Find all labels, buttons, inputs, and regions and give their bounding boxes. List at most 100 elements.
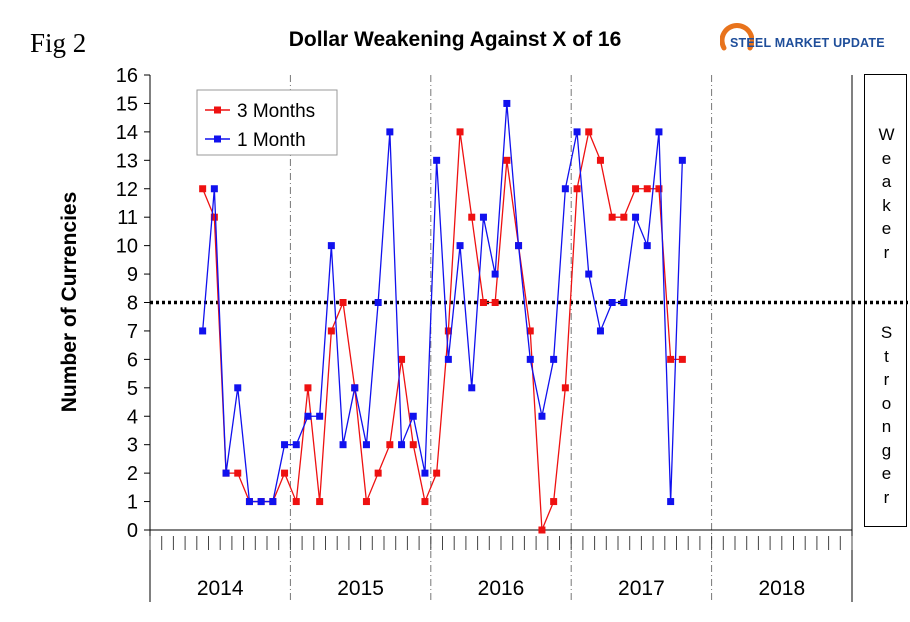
y-tick-label: 9 bbox=[127, 264, 138, 286]
year-grid bbox=[289, 75, 713, 602]
data-point bbox=[585, 128, 593, 136]
data-point bbox=[550, 355, 558, 363]
side-label-letter: e bbox=[881, 464, 892, 483]
legend-marker bbox=[214, 135, 221, 143]
legend-box bbox=[196, 89, 338, 156]
data-point bbox=[374, 299, 382, 306]
data-point bbox=[257, 498, 265, 506]
axes bbox=[149, 75, 853, 602]
side-label-letter: r bbox=[883, 487, 890, 507]
data-point bbox=[327, 327, 335, 335]
data-point bbox=[222, 469, 230, 477]
data-point bbox=[503, 156, 511, 164]
data-point bbox=[620, 299, 628, 306]
data-point bbox=[655, 128, 663, 136]
logo: STEEL MARKET UPDATE bbox=[702, 22, 885, 62]
side-label-letter: S bbox=[880, 323, 893, 342]
data-point bbox=[444, 355, 452, 363]
data-point bbox=[667, 498, 675, 506]
legend-marker bbox=[214, 106, 221, 114]
year-label: 2017 bbox=[618, 577, 665, 600]
y-tick-label: 2 bbox=[127, 463, 138, 485]
side-label-letter: o bbox=[881, 393, 892, 413]
side-label-letter: a bbox=[881, 172, 892, 191]
data-point bbox=[468, 384, 476, 392]
data-point bbox=[538, 412, 546, 420]
data-point bbox=[316, 498, 324, 506]
data-point bbox=[304, 412, 312, 420]
data-point bbox=[515, 242, 523, 250]
data-point bbox=[456, 242, 464, 250]
data-point bbox=[421, 498, 429, 506]
side-label-letter: e bbox=[881, 219, 892, 238]
data-point bbox=[643, 242, 651, 250]
data-point bbox=[456, 128, 464, 136]
year-label: 2014 bbox=[197, 577, 244, 600]
data-point bbox=[398, 441, 406, 449]
data-point bbox=[339, 299, 347, 306]
data-point bbox=[479, 299, 487, 306]
logo-arc-icon bbox=[720, 23, 754, 51]
series-line-3-months bbox=[202, 129, 683, 531]
data-point bbox=[292, 441, 300, 449]
data-point bbox=[643, 185, 651, 193]
y-axis-label: Number of Currencies bbox=[58, 192, 81, 413]
data-point bbox=[210, 213, 218, 221]
data-point bbox=[234, 469, 242, 477]
data-point bbox=[362, 441, 370, 449]
series-lines bbox=[199, 99, 686, 534]
data-point bbox=[608, 299, 616, 306]
figure-label: Fig 2 bbox=[30, 28, 87, 58]
data-point bbox=[339, 441, 347, 449]
logo-text: STEEL MARKET UPDATE bbox=[730, 36, 885, 50]
data-point bbox=[550, 498, 558, 506]
side-label-letter: e bbox=[881, 148, 892, 168]
data-point bbox=[491, 299, 499, 306]
data-point bbox=[678, 355, 686, 363]
y-tick-label: 3 bbox=[127, 435, 138, 457]
data-point bbox=[281, 441, 289, 449]
data-point bbox=[409, 441, 417, 449]
data-point bbox=[561, 185, 569, 193]
data-point bbox=[573, 185, 581, 193]
side-label-letter: r bbox=[883, 242, 890, 262]
data-point bbox=[281, 469, 289, 477]
data-point bbox=[608, 213, 616, 221]
data-point bbox=[433, 469, 441, 477]
side-label-letter: k bbox=[882, 195, 891, 215]
y-tick-label: 1 bbox=[127, 492, 138, 514]
x-axis-ticks bbox=[149, 536, 853, 550]
data-point bbox=[620, 213, 628, 221]
year-labels: 2014 2015 2016 2017 2018 bbox=[197, 577, 805, 600]
data-point bbox=[374, 469, 382, 477]
y-tick-label: 7 bbox=[127, 321, 138, 343]
year-label: 2016 bbox=[478, 577, 525, 600]
data-point bbox=[503, 99, 511, 107]
data-point bbox=[421, 469, 429, 477]
data-point bbox=[678, 156, 686, 164]
legend-label: 3 Months bbox=[237, 101, 315, 122]
legend: 3 Months 1 Month bbox=[196, 89, 338, 156]
series-line-1-month bbox=[202, 103, 683, 503]
data-point bbox=[526, 327, 534, 335]
y-tick-label: 10 bbox=[116, 236, 138, 258]
y-tick-label: 15 bbox=[116, 93, 138, 115]
year-label: 2015 bbox=[337, 577, 384, 600]
data-point bbox=[245, 498, 253, 506]
side-label-letter: g bbox=[881, 440, 892, 460]
legend-label: 1 Month bbox=[237, 130, 306, 151]
data-point bbox=[561, 384, 569, 392]
y-tick-label: 12 bbox=[116, 179, 138, 201]
data-point bbox=[444, 327, 452, 335]
data-point bbox=[269, 498, 277, 506]
chart-title: Dollar Weakening Against X of 16 bbox=[288, 28, 622, 51]
data-point bbox=[351, 384, 359, 392]
data-point bbox=[362, 498, 370, 506]
data-point bbox=[386, 441, 394, 449]
y-tick-label: 13 bbox=[116, 150, 138, 172]
y-tick-label: 8 bbox=[127, 293, 138, 315]
data-point bbox=[386, 128, 394, 136]
y-tick-label: 0 bbox=[127, 520, 138, 542]
